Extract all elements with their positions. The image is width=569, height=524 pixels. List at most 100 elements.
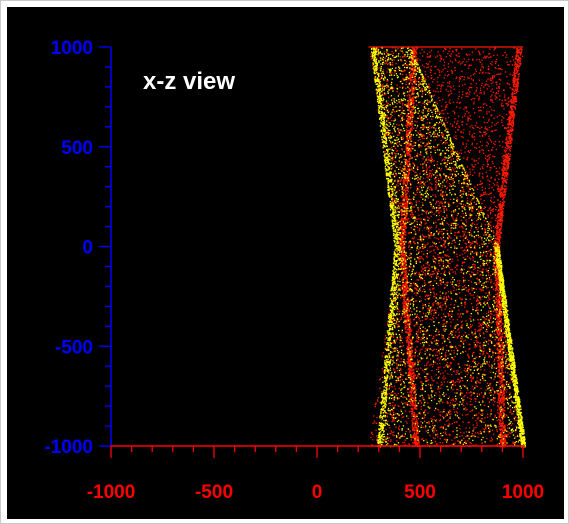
data-point: [499, 383, 501, 385]
data-point: [408, 125, 411, 127]
data-point: [468, 87, 470, 89]
data-point: [440, 307, 443, 309]
data-point: [417, 335, 419, 337]
data-point: [450, 155, 452, 157]
data-point: [429, 55, 431, 58]
data-point: [453, 404, 456, 406]
data-point: [403, 316, 405, 318]
data-point: [416, 418, 418, 420]
data-point: [459, 166, 461, 169]
data-point: [416, 331, 418, 333]
data-point: [434, 261, 436, 263]
data-point: [414, 231, 417, 233]
data-point: [377, 55, 379, 57]
data-point: [433, 295, 435, 297]
data-point: [484, 191, 486, 193]
data-point: [379, 67, 381, 69]
data-point: [464, 301, 466, 303]
data-point: [415, 433, 417, 435]
data-point: [437, 256, 439, 259]
data-point: [493, 117, 495, 119]
data-point: [467, 371, 469, 373]
data-point: [456, 388, 458, 391]
data-point: [436, 161, 439, 163]
data-point: [401, 416, 403, 419]
data-point: [437, 253, 439, 256]
data-point: [402, 110, 404, 112]
data-point: [391, 386, 393, 388]
data-point: [389, 385, 391, 387]
data-point: [470, 366, 472, 368]
data-point: [473, 132, 475, 134]
data-point: [418, 146, 420, 148]
data-point: [514, 57, 517, 60]
data-point: [495, 67, 497, 70]
data-point: [423, 243, 425, 245]
data-point: [414, 50, 417, 52]
data-point: [411, 426, 413, 428]
data-point: [440, 280, 442, 282]
data-point: [435, 181, 437, 183]
data-point: [436, 200, 438, 202]
data-point: [421, 386, 423, 388]
data-point: [484, 127, 486, 130]
data-point: [478, 175, 480, 177]
data-point: [473, 342, 475, 344]
data-point: [497, 294, 499, 297]
data-point: [412, 427, 414, 429]
data-point: [517, 90, 519, 92]
data-point: [405, 266, 408, 269]
data-point: [475, 413, 477, 415]
data-point: [453, 121, 456, 123]
data-point: [488, 208, 490, 210]
data-point: [420, 367, 422, 369]
data-point: [396, 286, 398, 288]
data-point: [420, 339, 422, 341]
data-point: [422, 438, 424, 440]
data-point: [497, 170, 499, 172]
data-point: [381, 376, 383, 378]
data-point: [396, 150, 399, 152]
data-point: [508, 422, 511, 425]
data-point: [390, 440, 392, 442]
data-point: [427, 145, 429, 148]
data-point: [393, 350, 395, 352]
data-point: [440, 168, 443, 170]
data-point: [392, 434, 394, 436]
data-point: [393, 87, 395, 89]
data-point: [480, 109, 482, 112]
data-point: [426, 216, 429, 218]
data-point: [409, 334, 412, 336]
data-point: [407, 331, 409, 334]
data-point: [419, 413, 422, 415]
data-point: [421, 91, 423, 93]
data-point: [459, 326, 462, 328]
data-point: [458, 316, 460, 318]
data-point: [461, 135, 463, 138]
data-point: [469, 64, 471, 66]
data-point: [428, 294, 430, 297]
data-point: [484, 206, 487, 209]
data-point: [469, 377, 471, 379]
data-point: [495, 148, 498, 151]
data-point: [379, 402, 381, 404]
data-point: [424, 78, 426, 80]
data-point: [449, 93, 451, 95]
data-point: [400, 382, 402, 385]
data-point: [506, 76, 508, 78]
data-point: [402, 179, 405, 182]
data-point: [431, 419, 433, 421]
data-point: [417, 432, 419, 435]
data-point: [448, 333, 450, 336]
data-point: [427, 383, 430, 385]
data-point: [453, 349, 455, 352]
data-point: [418, 78, 420, 80]
data-point: [399, 205, 402, 207]
data-point: [453, 169, 455, 171]
data-point: [427, 271, 429, 273]
data-point: [464, 113, 466, 115]
data-point: [410, 256, 413, 258]
data-point: [403, 288, 405, 291]
data-point: [428, 395, 430, 397]
data-point: [445, 127, 447, 129]
